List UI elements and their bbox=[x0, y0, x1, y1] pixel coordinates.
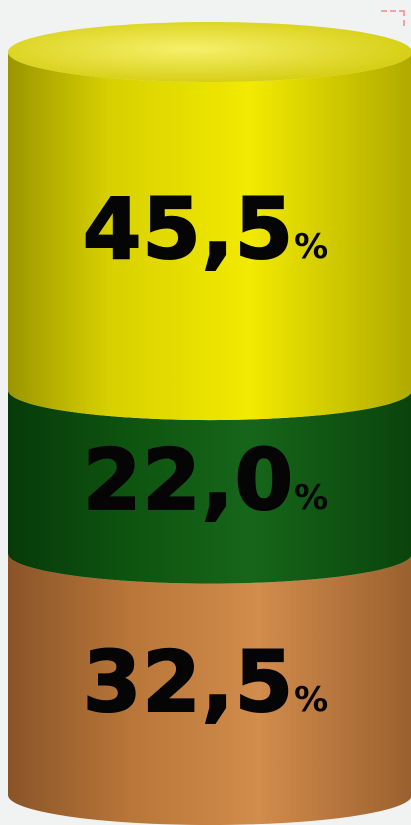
corner-mark bbox=[381, 10, 405, 26]
cylinder-top-cap bbox=[8, 22, 411, 82]
cylinder-segment-middle bbox=[8, 390, 411, 584]
cylinder-segment-bottom bbox=[8, 553, 411, 825]
cylinder-segment-top bbox=[8, 52, 411, 421]
